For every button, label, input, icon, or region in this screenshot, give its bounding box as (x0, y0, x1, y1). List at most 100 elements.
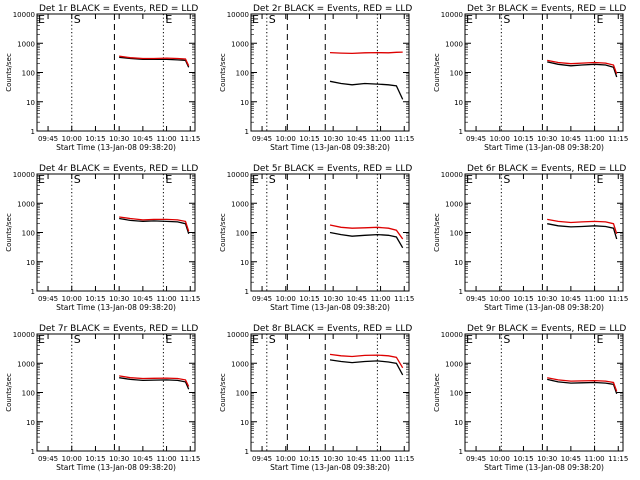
y-tick-label: 1 (31, 288, 35, 296)
series-line-events (547, 378, 618, 395)
x-tick-label: 10:15 (299, 295, 319, 303)
x-tick-label: 11:00 (584, 455, 604, 463)
y-tick-label: 100 (236, 390, 249, 398)
x-tick-label: 10:00 (62, 135, 82, 143)
x-tick-label: 10:00 (276, 455, 296, 463)
marker-label: E (597, 173, 604, 186)
marker-label: E (597, 13, 604, 26)
y-tick-label: 10000 (227, 331, 249, 339)
y-tick-label: 10 (26, 259, 35, 267)
marker-label: E (165, 13, 172, 26)
plot-frame (36, 333, 196, 452)
series-line-events (119, 377, 190, 390)
y-tick-label: 1000 (445, 200, 463, 208)
x-tick-label: 10:30 (323, 455, 343, 463)
y-axis-label: Counts/sec (5, 53, 13, 92)
y-tick-label: 100 (22, 70, 35, 78)
x-tick-label: 11:00 (156, 135, 176, 143)
marker-label: S (269, 333, 276, 346)
marker-label: S (269, 13, 276, 26)
x-tick-label: 09:45 (252, 455, 272, 463)
y-tick-label: 1 (459, 448, 463, 456)
x-tick-label: 10:30 (109, 455, 129, 463)
series-line-lld (329, 51, 403, 55)
x-tick-label: 09:45 (252, 135, 272, 143)
series-line-lld (119, 216, 190, 232)
x-tick-label: 11:15 (394, 135, 414, 143)
corner-label: E (466, 173, 473, 186)
y-tick-label: 1 (459, 128, 463, 136)
x-axis-label: Start Time (13-Jan-08 09:38:20) (56, 303, 176, 312)
x-tick-label: 10:45 (347, 455, 367, 463)
y-tick-label: 1000 (231, 360, 249, 368)
x-axis-label: Start Time (13-Jan-08 09:38:20) (270, 463, 390, 472)
x-tick-label: 10:15 (513, 295, 533, 303)
y-tick-label: 1000 (17, 360, 35, 368)
y-tick-label: 1000 (17, 200, 35, 208)
corner-label: E (466, 13, 473, 26)
y-tick-label: 10000 (13, 171, 35, 179)
plot-frame (250, 13, 410, 132)
y-tick-label: 10000 (227, 11, 249, 19)
chart-title: Det 8r BLACK = Events, RED = LLD (253, 324, 412, 334)
y-tick-label: 1 (245, 128, 249, 136)
y-tick-label: 10 (454, 99, 463, 107)
x-tick-label: 11:00 (370, 455, 390, 463)
x-tick-label: 09:45 (466, 455, 486, 463)
marker-label: E (165, 173, 172, 186)
series-line-lld (547, 218, 618, 234)
y-tick-label: 10 (454, 259, 463, 267)
x-tick-label: 11:00 (370, 295, 390, 303)
x-tick-label: 10:45 (561, 295, 581, 303)
y-tick-label: 1 (245, 448, 249, 456)
corner-label: E (38, 13, 45, 26)
x-tick-label: 10:30 (537, 455, 557, 463)
x-tick-label: 11:00 (370, 135, 390, 143)
y-tick-label: 10000 (13, 331, 35, 339)
x-tick-label: 10:15 (85, 295, 105, 303)
y-tick-label: 1000 (445, 360, 463, 368)
x-tick-label: 10:30 (323, 135, 343, 143)
y-tick-label: 10000 (13, 11, 35, 19)
marker-label: S (503, 173, 510, 186)
x-tick-label: 10:30 (109, 295, 129, 303)
x-tick-label: 11:00 (156, 295, 176, 303)
series-line-lld (119, 375, 190, 387)
y-tick-label: 100 (22, 390, 35, 398)
y-tick-label: 10 (240, 99, 249, 107)
series-line-lld (547, 377, 618, 392)
corner-label: E (38, 333, 45, 346)
x-tick-label: 10:00 (276, 135, 296, 143)
plot-frame (464, 333, 624, 452)
marker-label: E (597, 333, 604, 346)
x-tick-label: 11:15 (394, 455, 414, 463)
series-line-events (119, 56, 190, 68)
x-axis-label: Start Time (13-Jan-08 09:38:20) (484, 143, 604, 152)
marker-label: S (74, 173, 81, 186)
plot-frame (36, 13, 196, 132)
series-line-lld (329, 224, 404, 240)
y-axis-label: Counts/sec (433, 373, 441, 412)
x-tick-label: 10:15 (85, 455, 105, 463)
x-tick-label: 11:15 (180, 295, 200, 303)
y-tick-label: 100 (450, 70, 463, 78)
series-line-lld (547, 59, 618, 75)
x-tick-label: 10:30 (537, 135, 557, 143)
y-axis-label: Counts/sec (5, 213, 13, 252)
chart-title: Det 6r BLACK = Events, RED = LLD (467, 164, 626, 174)
series-line-events (547, 223, 618, 240)
x-tick-label: 10:45 (133, 455, 153, 463)
y-axis-label: Counts/sec (219, 53, 227, 92)
y-axis-label: Counts/sec (433, 213, 441, 252)
corner-label: E (466, 333, 473, 346)
x-axis-label: Start Time (13-Jan-08 09:38:20) (270, 143, 390, 152)
x-tick-label: 11:15 (608, 295, 628, 303)
x-axis-label: Start Time (13-Jan-08 09:38:20) (484, 303, 604, 312)
y-tick-label: 10 (454, 419, 463, 427)
plot-frame (250, 333, 410, 452)
y-axis-label: Counts/sec (5, 373, 13, 412)
